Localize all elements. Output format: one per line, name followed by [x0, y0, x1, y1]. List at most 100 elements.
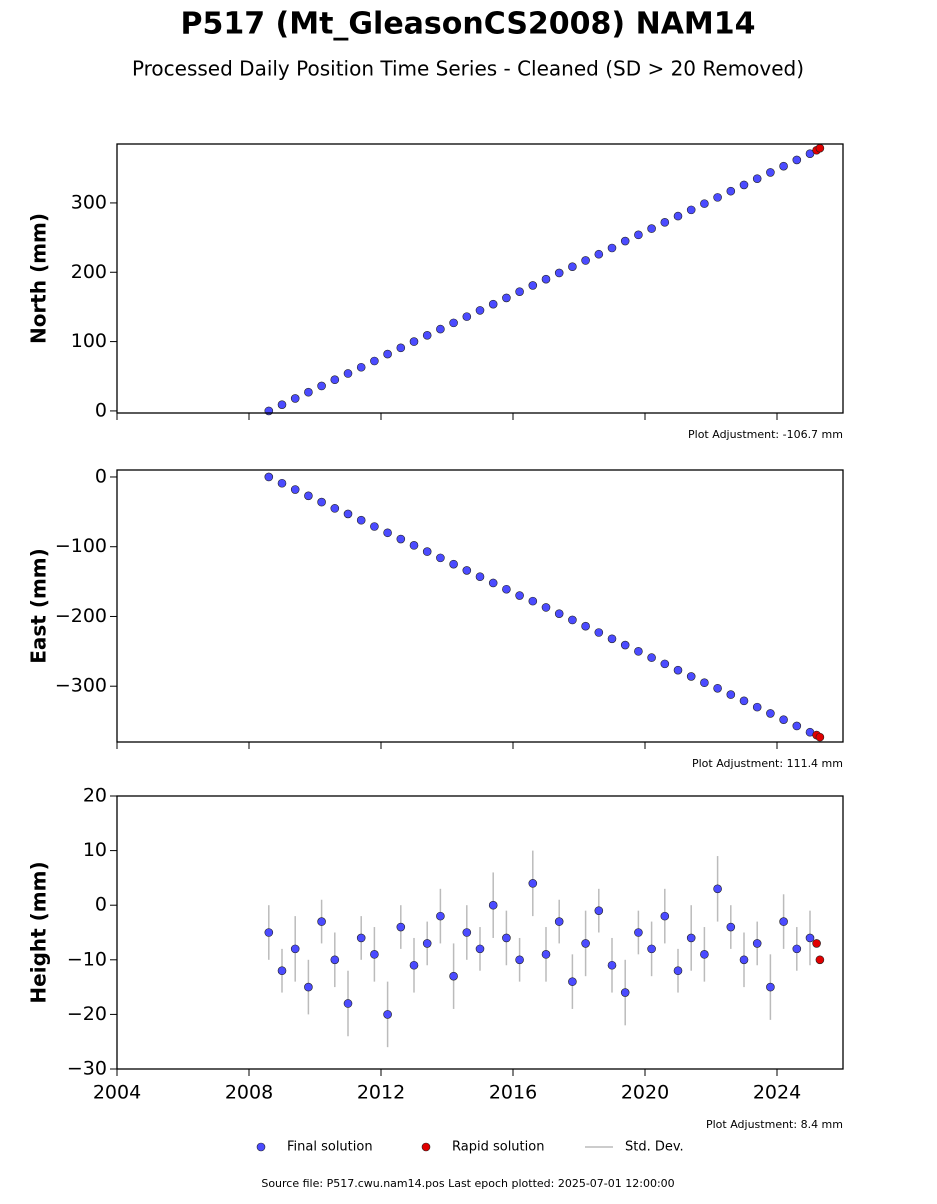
final-point [449, 971, 458, 981]
final-point [792, 155, 802, 165]
final-point [436, 553, 445, 563]
plot-frame [116, 469, 844, 743]
legend-label: Final solution [287, 1140, 373, 1155]
final-point [462, 566, 472, 575]
annotation: Plot Adjustment: -106.7 mm [688, 428, 843, 441]
final-point [449, 318, 458, 328]
final-point [290, 944, 300, 954]
final-point [502, 584, 511, 594]
final-point [554, 268, 564, 278]
final-point [581, 256, 590, 265]
final-point [475, 306, 485, 315]
final-point [528, 281, 538, 290]
final-point [396, 534, 406, 544]
final-point [607, 243, 617, 253]
final-point [673, 665, 683, 675]
final-point [343, 369, 353, 378]
final-point [290, 394, 300, 403]
final-point [330, 504, 340, 513]
y-tick-label: 20 [83, 785, 107, 807]
legend-marker [421, 1142, 431, 1152]
final-point [660, 911, 670, 921]
final-point [317, 497, 326, 507]
final-point [488, 299, 498, 309]
final-point [502, 933, 511, 943]
final-point [356, 515, 366, 525]
y-tick-label: −200 [55, 605, 107, 627]
y-tick-label: −10 [67, 948, 107, 970]
y-tick-label: 0 [95, 465, 107, 487]
rapid-point [812, 939, 821, 948]
final-point [779, 161, 788, 171]
final-point [634, 230, 643, 240]
final-point [370, 522, 379, 531]
final-point [304, 982, 313, 992]
final-point [766, 168, 775, 177]
final-point [343, 509, 353, 519]
final-point [805, 149, 815, 159]
final-point [554, 609, 564, 618]
y-axis-label: North (mm) [27, 213, 51, 344]
final-point [264, 406, 274, 416]
source-note: Source file: P517.cwu.nam14.pos Last epo… [261, 1177, 674, 1190]
final-point [396, 922, 406, 932]
final-point [673, 966, 683, 976]
final-point [568, 262, 577, 272]
final-point [686, 205, 696, 215]
final-point [330, 375, 340, 385]
final-point [792, 721, 802, 731]
final-point [739, 955, 749, 965]
final-point [568, 615, 577, 625]
final-point [713, 884, 722, 894]
final-point [686, 672, 696, 681]
y-tick-label: −20 [67, 1003, 107, 1025]
final-point [726, 690, 736, 699]
final-point [620, 988, 630, 997]
final-point [422, 939, 432, 948]
final-point [317, 917, 326, 926]
final-point [541, 603, 551, 612]
final-point [779, 715, 788, 724]
final-point [568, 977, 577, 986]
y-tick-label: −30 [67, 1058, 107, 1080]
y-tick-label: 200 [71, 261, 107, 283]
final-point [660, 218, 670, 227]
y-axis-label: East (mm) [27, 548, 51, 664]
x-tick-label: 2008 [225, 1082, 273, 1104]
final-point [488, 900, 498, 910]
final-point [422, 547, 432, 556]
final-point [739, 696, 749, 706]
final-point [752, 174, 762, 183]
final-point [634, 928, 643, 937]
final-point [607, 960, 617, 970]
final-point [766, 982, 775, 992]
final-point [475, 944, 485, 954]
final-point [488, 578, 498, 588]
y-tick-label: 0 [95, 399, 107, 421]
final-point [264, 472, 274, 482]
final-point [700, 678, 709, 688]
final-point [356, 933, 366, 943]
rapid-point [815, 143, 825, 153]
final-point [330, 955, 340, 965]
final-point [554, 917, 564, 926]
final-point [647, 944, 656, 954]
final-point [752, 939, 762, 948]
final-point [528, 596, 538, 606]
final-point [449, 559, 458, 569]
final-point [436, 324, 445, 334]
x-tick-label: 2012 [357, 1082, 405, 1104]
final-point [396, 343, 406, 353]
final-point [383, 1010, 392, 1019]
final-point [581, 939, 590, 948]
final-point [594, 249, 604, 259]
legend-marker [256, 1142, 266, 1152]
final-point [356, 362, 366, 372]
x-tick-label: 2024 [753, 1082, 801, 1104]
final-point [779, 917, 788, 926]
final-point [277, 400, 287, 409]
plot-frame [116, 143, 844, 414]
final-point [502, 293, 511, 303]
final-point [462, 928, 472, 937]
y-axis-label: Height (mm) [27, 861, 51, 1003]
